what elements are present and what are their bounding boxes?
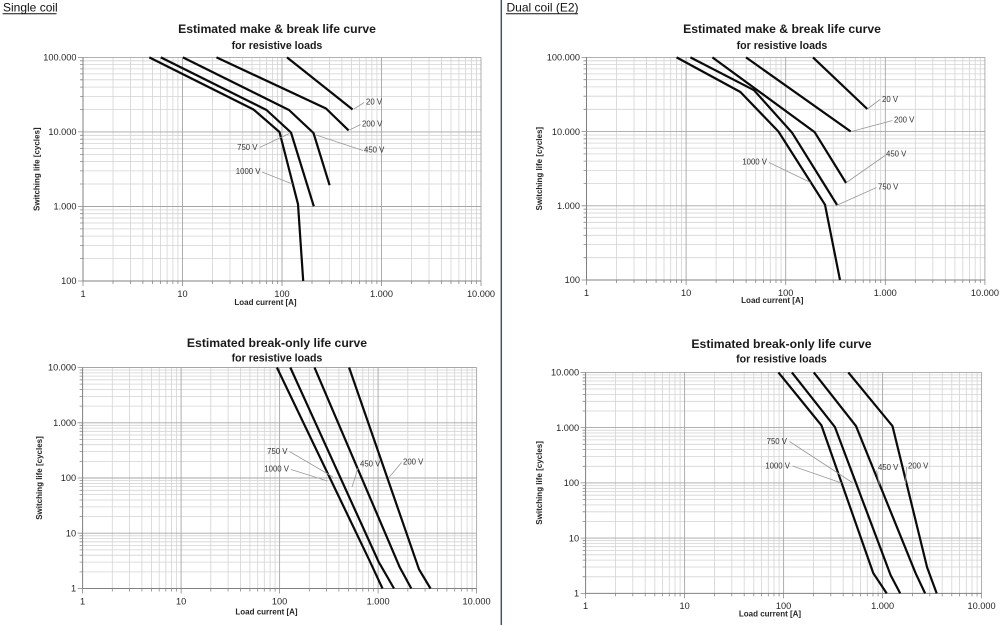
svg-text:Estimated break-only life curv: Estimated break-only life curve	[187, 336, 367, 350]
svg-text:1.000: 1.000	[367, 596, 390, 606]
svg-text:10.000: 10.000	[551, 368, 579, 378]
svg-text:Switching life [cycles]: Switching life [cycles]	[535, 127, 544, 211]
svg-text:10: 10	[681, 288, 691, 298]
svg-text:450 V: 450 V	[886, 150, 907, 159]
svg-text:450 V: 450 V	[878, 463, 899, 472]
svg-text:1: 1	[80, 596, 85, 606]
svg-text:20 V: 20 V	[366, 98, 383, 107]
svg-text:100: 100	[61, 473, 76, 483]
svg-text:200 V: 200 V	[908, 462, 929, 471]
svg-text:750 V: 750 V	[237, 143, 258, 152]
svg-text:Single coil: Single coil	[3, 1, 58, 15]
svg-text:Estimated break-only life curv: Estimated break-only life curve	[691, 337, 871, 351]
svg-text:100: 100	[776, 601, 791, 611]
svg-text:20 V: 20 V	[882, 95, 899, 104]
svg-text:750 V: 750 V	[767, 437, 788, 446]
svg-text:Load current [A]: Load current [A]	[741, 296, 804, 305]
svg-text:1.000: 1.000	[557, 201, 580, 211]
svg-text:Switching life [cycles]: Switching life [cycles]	[35, 436, 44, 520]
svg-text:100: 100	[274, 289, 289, 299]
svg-text:100: 100	[564, 478, 579, 488]
svg-text:750 V: 750 V	[878, 183, 899, 192]
svg-text:1: 1	[80, 289, 85, 299]
svg-text:100: 100	[61, 276, 76, 286]
svg-text:100: 100	[565, 275, 580, 285]
svg-text:10.000: 10.000	[968, 601, 996, 611]
svg-text:10: 10	[679, 601, 689, 611]
svg-text:1.000: 1.000	[53, 418, 76, 428]
svg-text:Load current [A]: Load current [A]	[235, 608, 298, 617]
svg-text:for resistive loads: for resistive loads	[736, 354, 827, 366]
svg-text:200 V: 200 V	[894, 116, 915, 125]
svg-text:1.000: 1.000	[54, 202, 77, 212]
svg-text:1: 1	[583, 601, 588, 611]
svg-text:for resistive loads: for resistive loads	[232, 40, 323, 52]
svg-text:for resistive loads: for resistive loads	[737, 40, 828, 52]
svg-text:1: 1	[574, 589, 579, 599]
svg-text:100.000: 100.000	[43, 53, 76, 63]
svg-text:100.000: 100.000	[547, 53, 580, 63]
svg-text:10.000: 10.000	[463, 596, 491, 606]
svg-text:1: 1	[584, 288, 589, 298]
svg-text:10.000: 10.000	[971, 288, 999, 298]
svg-text:Estimated make & break life cu: Estimated make & break life curve	[178, 22, 376, 36]
svg-text:1.000: 1.000	[871, 601, 894, 611]
svg-text:100: 100	[778, 288, 793, 298]
svg-text:10.000: 10.000	[48, 363, 76, 373]
svg-text:Dual coil (E2): Dual coil (E2)	[507, 1, 579, 15]
svg-text:450 V: 450 V	[364, 146, 385, 155]
svg-text:10: 10	[177, 289, 187, 299]
svg-text:1.000: 1.000	[556, 423, 579, 433]
svg-text:750 V: 750 V	[267, 447, 288, 456]
svg-text:1000 V: 1000 V	[236, 167, 262, 176]
svg-text:Switching life [cycles]: Switching life [cycles]	[535, 441, 544, 525]
svg-text:Load current [A]: Load current [A]	[234, 298, 297, 307]
svg-text:Load current [A]: Load current [A]	[739, 610, 802, 619]
svg-text:1000 V: 1000 V	[765, 462, 791, 471]
svg-text:Switching life [cycles]: Switching life [cycles]	[33, 127, 42, 211]
svg-text:200 V: 200 V	[362, 120, 383, 129]
svg-text:450 V: 450 V	[360, 460, 381, 469]
svg-text:10.000: 10.000	[48, 127, 76, 137]
svg-text:1.000: 1.000	[370, 289, 393, 299]
svg-text:1000 V: 1000 V	[742, 158, 768, 167]
svg-text:1: 1	[71, 584, 76, 594]
svg-text:for resistive loads: for resistive loads	[232, 353, 323, 365]
svg-text:10: 10	[176, 596, 186, 606]
svg-text:10.000: 10.000	[467, 289, 495, 299]
svg-text:100: 100	[272, 596, 287, 606]
svg-text:Estimated make & break life cu: Estimated make & break life curve	[683, 22, 881, 36]
svg-text:1000 V: 1000 V	[264, 465, 290, 474]
svg-text:1.000: 1.000	[874, 288, 897, 298]
svg-text:200 V: 200 V	[403, 458, 424, 467]
svg-text:10: 10	[569, 533, 579, 543]
svg-text:10.000: 10.000	[552, 127, 580, 137]
svg-text:10: 10	[66, 529, 76, 539]
